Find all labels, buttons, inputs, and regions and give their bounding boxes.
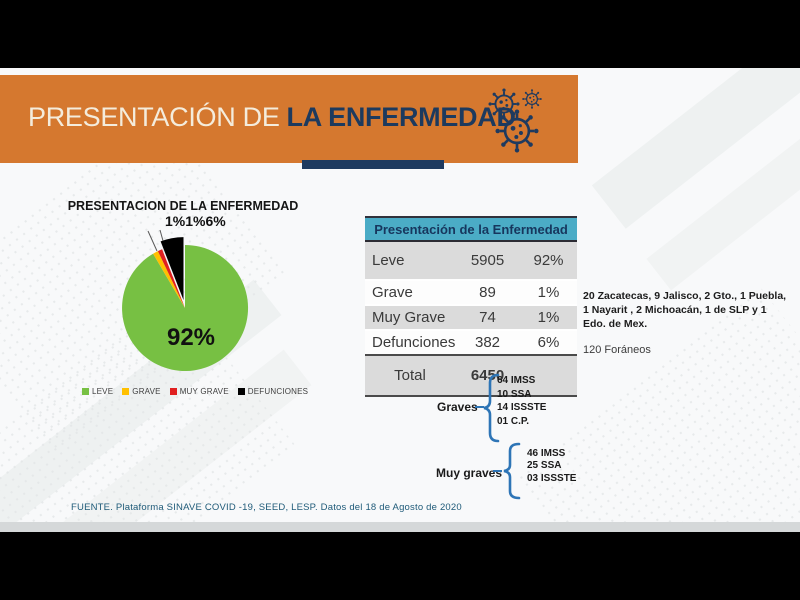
legend-item-defunciones: DEFUNCIONES — [237, 387, 309, 396]
legend-item-leve: LEVE — [82, 387, 113, 396]
pie-slice-muy-grave — [157, 249, 185, 308]
states-note: 20 Zacatecas, 9 Jalisco, 2 Gto., 1 Puebl… — [583, 290, 787, 330]
muy-graves-item: 25 SSA — [527, 460, 562, 472]
chart-legend: LEVE GRAVE MUY GRAVE DEFUNCIONES — [82, 387, 342, 396]
row-label: Defunciones — [372, 334, 456, 351]
muy-graves-item: 03 ISSSTE — [527, 472, 577, 484]
graves-connector — [475, 406, 484, 408]
legend-swatch — [82, 388, 89, 395]
row-value-text: 5905 — [470, 251, 505, 269]
muy-graves-item: 46 IMSS — [527, 448, 566, 459]
table-row: Muy Grave 74 1% — [365, 306, 577, 331]
virus-icon-small — [521, 88, 543, 110]
legend-item-grave: GRAVE — [122, 387, 160, 396]
row-percent: 1% — [537, 309, 560, 326]
row-value: 5905 — [455, 252, 520, 269]
row-value: 382 — [474, 334, 501, 351]
table-row: Leve 5905 92% — [365, 242, 577, 281]
letterbox-top — [0, 0, 800, 68]
legend-label: DEFUNCIONES — [247, 387, 309, 396]
foraneos-note: 120 Foráneos — [583, 344, 651, 356]
legend-label: MUY GRAVE — [179, 387, 229, 396]
pie-chart — [100, 222, 275, 392]
legend-label: GRAVE — [132, 387, 161, 396]
total-value-text: 6450 — [470, 366, 505, 384]
virus-icon-medium — [487, 87, 521, 121]
source-note: FUENTE. Plataforma SINAVE COVID -19, SEE… — [71, 502, 462, 513]
legend-label: LEVE — [92, 387, 114, 396]
row-label: Grave — [372, 284, 413, 301]
frame-gray-strip — [0, 522, 800, 532]
row-percent: 6% — [537, 334, 560, 351]
graves-item: 64 IMSS — [497, 375, 536, 386]
muy-graves-bracket — [503, 442, 521, 500]
row-label: Muy Grave — [372, 309, 446, 326]
row-label: Leve — [372, 252, 405, 269]
legend-item-muy-grave: MUY GRAVE — [169, 387, 229, 396]
row-percent: 92% — [533, 252, 564, 269]
chart-title: PRESENTACION DE LA ENFERMEDAD — [67, 199, 299, 213]
muy-graves-label: Muy graves — [436, 466, 503, 480]
legend-swatch — [169, 388, 177, 395]
pie-slice-grave — [153, 251, 185, 308]
table-total-row: Total 6450 — [365, 356, 577, 397]
graves-bracket — [483, 373, 500, 443]
total-value: 6450 — [455, 367, 520, 384]
pie-small-slices-annotation: 1%1%6% — [165, 213, 226, 229]
data-table: Presentación de la Enfermedad Leve 5905 … — [365, 216, 577, 397]
table-title: Presentación de la Enfermedad — [365, 216, 577, 242]
row-value: 74 — [479, 309, 496, 326]
banner-underline-bar — [302, 160, 444, 169]
virus-icon-large — [494, 108, 540, 154]
row-value: 89 — [479, 284, 496, 301]
page-title-bold: LA ENFERMEDAD — [286, 102, 516, 132]
graves-breakdown: 64 IMSS 10 SSA 14 ISSSTE 01 C.P. — [497, 374, 546, 428]
pie-slice-defunciones — [160, 237, 184, 301]
graves-item: 10 SSA — [497, 388, 532, 400]
graves-item: 01 C.P. — [497, 415, 530, 427]
pie-center-label: 92% — [166, 324, 216, 351]
page-title: PRESENTACIÓN DE LA ENFERMEDAD — [28, 102, 516, 133]
table-row: Grave 89 1% — [365, 281, 577, 306]
muy-graves-breakdown: 46 IMSS 25 SSA 03 ISSSTE — [527, 448, 576, 485]
letterbox-bottom — [0, 532, 800, 600]
pie-slice-leve — [122, 244, 249, 371]
legend-swatch — [122, 388, 130, 395]
header-banner: PRESENTACIÓN DE LA ENFERMEDAD — [0, 75, 578, 163]
legend-swatch — [237, 388, 245, 395]
graves-item: 14 ISSSTE — [497, 402, 547, 414]
virus-icons — [487, 87, 543, 154]
muy-graves-connector — [493, 470, 502, 472]
row-percent: 1% — [537, 284, 560, 301]
page-title-regular: PRESENTACIÓN DE — [28, 102, 280, 132]
graves-label: Graves — [437, 400, 478, 414]
table-row: Defunciones 382 6% — [365, 331, 577, 356]
pie-leader-line — [147, 230, 158, 252]
total-label: Total — [394, 367, 426, 384]
